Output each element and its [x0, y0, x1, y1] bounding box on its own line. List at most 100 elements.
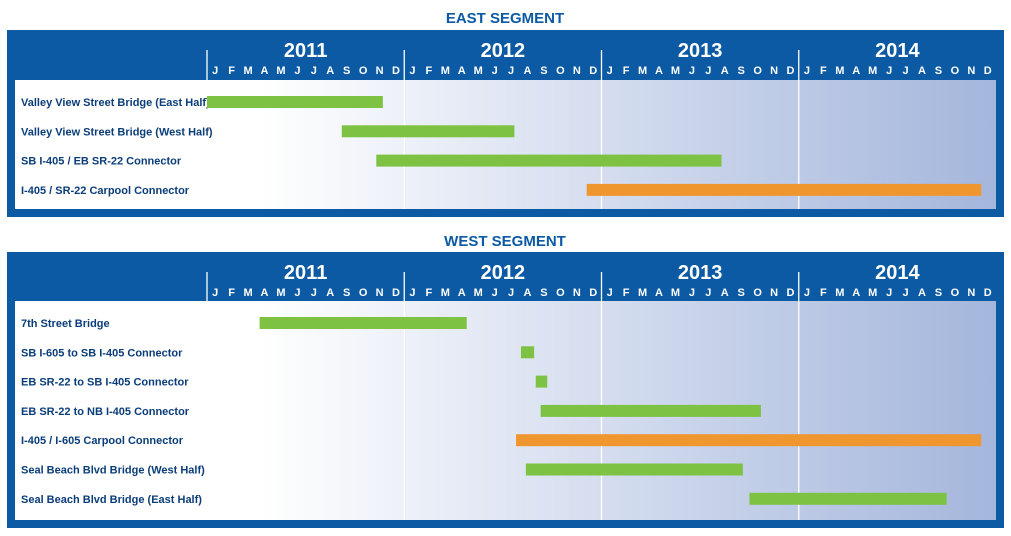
year-label: 2014: [875, 40, 920, 62]
month-label: D: [589, 287, 597, 299]
task-label: SB I-405 / EB SR-22 Connector: [21, 156, 182, 168]
month-label: M: [276, 65, 285, 77]
month-label: D: [392, 65, 400, 77]
month-label: J: [508, 65, 514, 77]
month-label: A: [721, 287, 729, 299]
month-label: F: [426, 65, 433, 77]
month-label: A: [721, 65, 729, 77]
month-label: J: [903, 65, 909, 77]
month-label: J: [409, 65, 415, 77]
month-label: M: [671, 65, 680, 77]
month-label: J: [492, 65, 498, 77]
month-label: J: [492, 287, 498, 299]
month-label: N: [376, 287, 384, 299]
month-label: O: [556, 287, 565, 299]
task-label: Valley View Street Bridge (West Half): [21, 126, 213, 138]
month-label: M: [276, 287, 285, 299]
month-label: M: [638, 287, 647, 299]
task-label: Seal Beach Blvd Bridge (West Half): [21, 465, 205, 477]
task-label: EB SR-22 to NB I-405 Connector: [21, 406, 190, 418]
month-label: F: [228, 65, 235, 77]
month-label: S: [738, 287, 745, 299]
segment-panel: [15, 301, 996, 520]
year-label: 2013: [678, 262, 723, 284]
task-label: EB SR-22 to SB I-405 Connector: [21, 377, 189, 389]
month-label: S: [343, 287, 350, 299]
month-label: A: [852, 65, 860, 77]
task-label: 7th Street Bridge: [21, 318, 110, 330]
year-label: 2012: [481, 40, 526, 62]
month-label: J: [886, 287, 892, 299]
month-label: A: [261, 65, 269, 77]
task-label: I-405 / I-605 Carpool Connector: [21, 435, 184, 447]
month-label: A: [326, 65, 334, 77]
task-bar: [749, 492, 947, 505]
month-label: A: [524, 65, 532, 77]
year-label: 2011: [284, 262, 327, 284]
month-label: J: [804, 287, 810, 299]
month-label: A: [918, 65, 926, 77]
task-bar: [516, 434, 982, 447]
month-label: J: [294, 287, 300, 299]
task-label: SB I-605 to SB I-405 Connector: [21, 347, 183, 359]
month-label: N: [967, 65, 975, 77]
month-label: D: [984, 65, 992, 77]
month-label: J: [607, 287, 613, 299]
year-label: 2013: [678, 40, 723, 62]
month-label: J: [804, 65, 810, 77]
task-bar: [525, 463, 743, 476]
month-label: M: [835, 65, 844, 77]
month-label: O: [753, 287, 762, 299]
month-label: F: [426, 287, 433, 299]
month-label: N: [967, 287, 975, 299]
month-label: D: [984, 287, 992, 299]
month-label: M: [244, 65, 253, 77]
task-label: Valley View Street Bridge (East Half): [21, 97, 210, 109]
month-label: M: [244, 287, 253, 299]
year-label: 2012: [481, 262, 526, 284]
month-label: D: [392, 287, 400, 299]
task-bar: [341, 125, 515, 138]
month-label: A: [655, 65, 663, 77]
month-label: S: [738, 65, 745, 77]
task-label: Seal Beach Blvd Bridge (East Half): [21, 494, 202, 506]
month-label: N: [376, 65, 384, 77]
month-label: S: [540, 65, 547, 77]
month-label: O: [753, 65, 762, 77]
month-label: M: [441, 287, 450, 299]
month-label: N: [573, 65, 581, 77]
month-label: M: [835, 287, 844, 299]
month-label: O: [951, 65, 960, 77]
month-label: A: [918, 287, 926, 299]
year-label: 2014: [875, 262, 920, 284]
month-label: A: [852, 287, 860, 299]
month-label: M: [868, 287, 877, 299]
task-bar: [520, 346, 535, 359]
month-label: A: [261, 287, 269, 299]
month-label: O: [556, 65, 565, 77]
month-label: F: [623, 65, 630, 77]
month-label: J: [903, 287, 909, 299]
segment-title: WEST SEGMENT: [444, 233, 566, 250]
segment-title: EAST SEGMENT: [446, 10, 564, 27]
month-label: J: [212, 65, 218, 77]
month-label: D: [787, 65, 795, 77]
month-label: J: [705, 287, 711, 299]
month-label: M: [474, 65, 483, 77]
month-label: J: [311, 65, 317, 77]
task-bar: [586, 183, 982, 196]
month-label: O: [951, 287, 960, 299]
month-label: J: [607, 65, 613, 77]
month-label: J: [508, 287, 514, 299]
month-label: O: [359, 287, 368, 299]
year-label: 2011: [284, 40, 327, 62]
month-label: A: [655, 287, 663, 299]
month-label: A: [458, 287, 466, 299]
month-label: F: [228, 287, 235, 299]
month-label: M: [474, 287, 483, 299]
task-bar: [535, 375, 548, 388]
task-bar: [207, 96, 383, 108]
month-label: M: [671, 287, 680, 299]
